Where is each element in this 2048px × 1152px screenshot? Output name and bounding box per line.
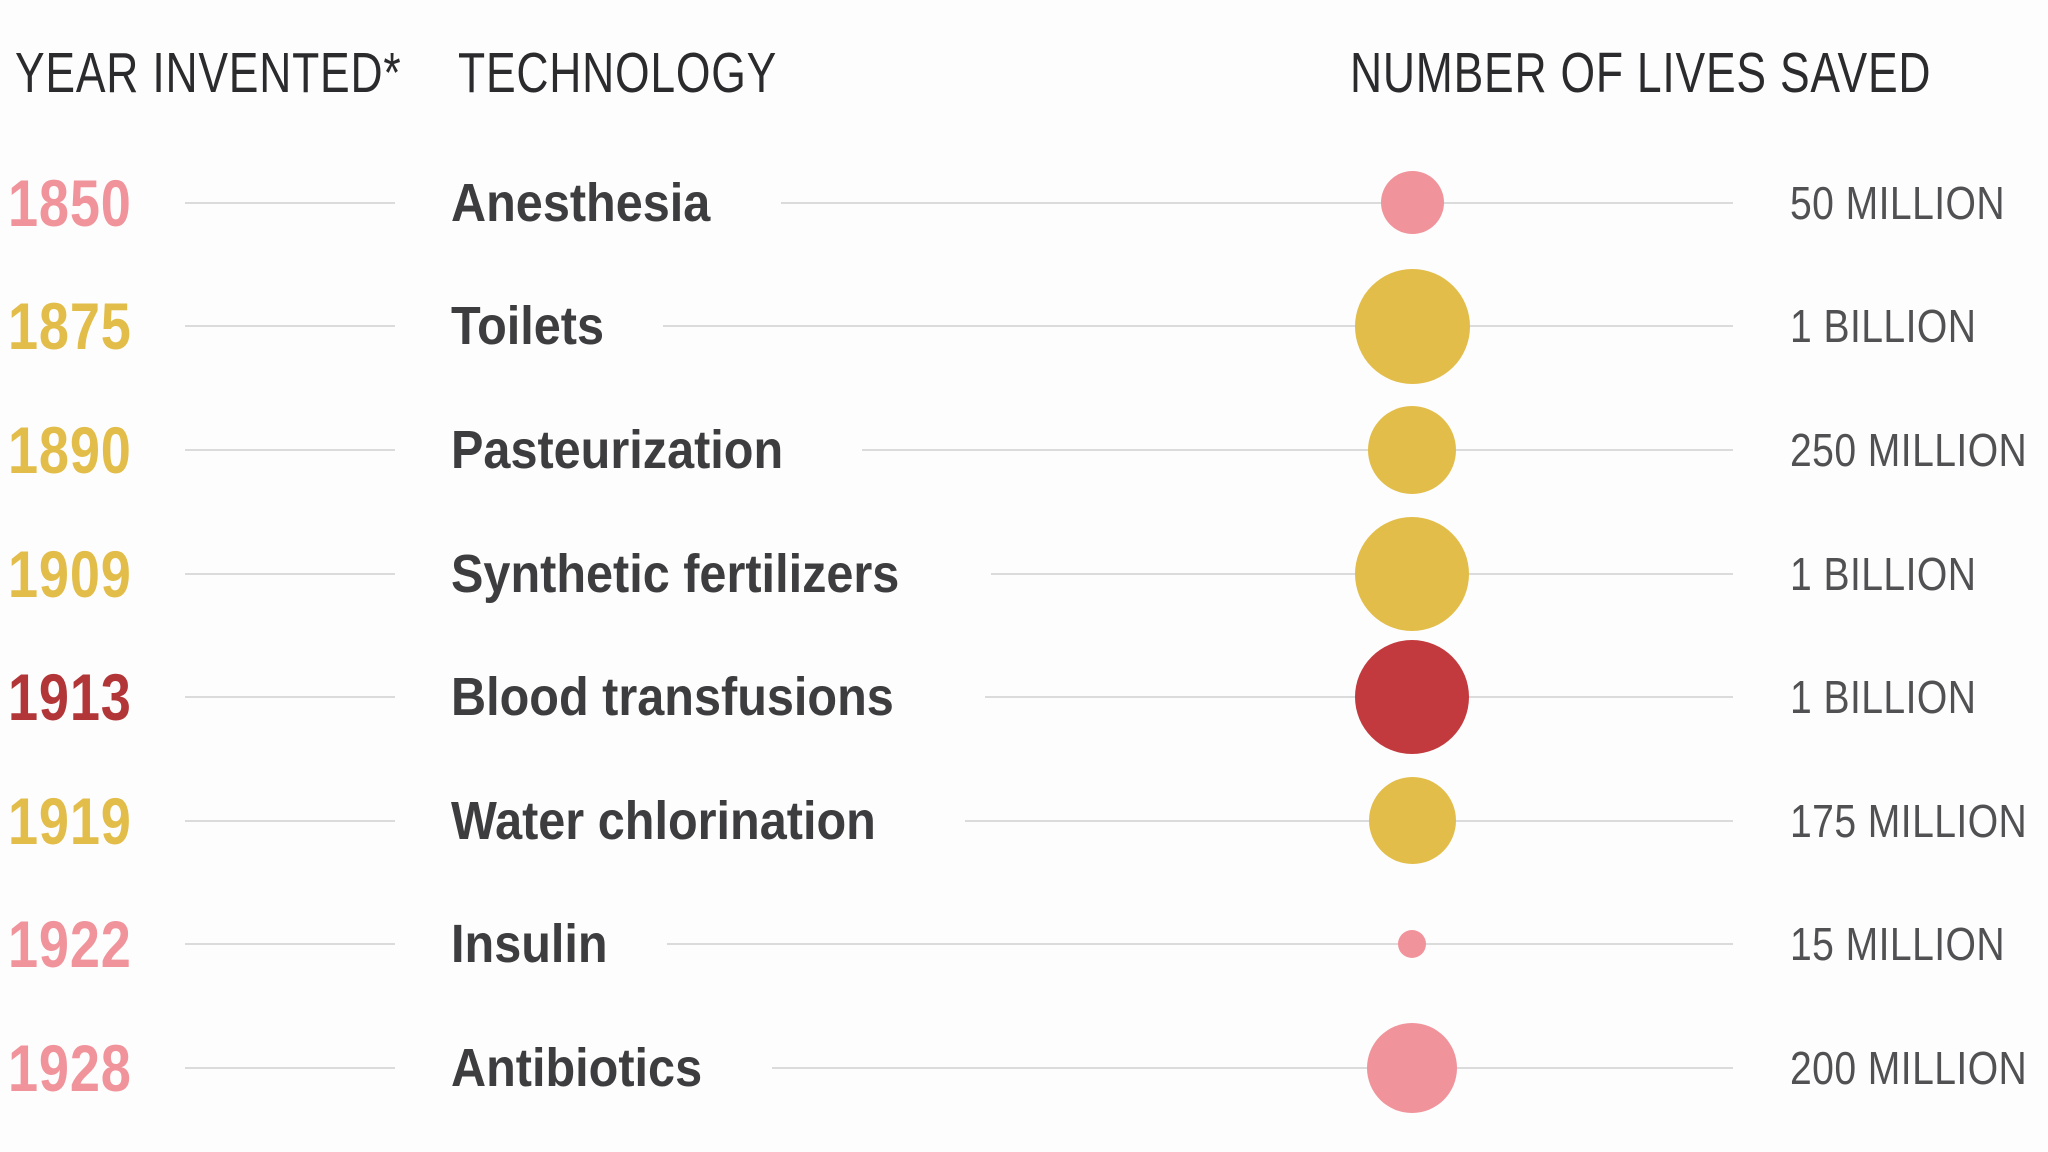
lives-saved-bubble <box>1368 405 1456 494</box>
table-row: 1875 Toilets 1 BILLION <box>0 265 2048 389</box>
table-row: 1909 Synthetic fertilizers 1 BILLION <box>0 512 2048 636</box>
lives-saved-label: 1 BILLION <box>1790 547 1977 600</box>
lives-saved-bubble <box>1367 1022 1457 1113</box>
lives-saved-label: 1 BILLION <box>1790 300 1977 353</box>
technology-label: Insulin <box>451 914 608 975</box>
lives-saved-bubble <box>1355 640 1469 755</box>
lives-saved-bubble <box>1368 777 1456 865</box>
table-row: 1922 Insulin 15 MILLION <box>0 883 2048 1007</box>
table-row: 1919 Water chlorination 175 MILLION <box>0 759 2048 883</box>
lives-saved-label: 175 MILLION <box>1790 794 2028 847</box>
connector-line-left <box>185 448 395 451</box>
connector-line-left <box>185 1066 395 1069</box>
chart-rows: 1850 Anesthesia 50 MILLION 1875 Toilets 1 BIL… <box>0 141 2048 1130</box>
technology-label: Pasteurization <box>451 419 784 480</box>
lives-saved-bubble <box>1354 268 1470 384</box>
table-row: 1890 Pasteurization 250 MILLION <box>0 388 2048 512</box>
connector-line-left <box>185 201 395 204</box>
lives-saved-label: 1 BILLION <box>1790 671 1977 724</box>
connector-line-left <box>185 325 395 328</box>
connector-line-right <box>965 819 1733 822</box>
col-header-lives-saved: NUMBER OF LIVES SAVED <box>1350 41 1932 105</box>
connector-line-right <box>862 448 1733 451</box>
connector-line-right <box>781 201 1733 204</box>
lives-saved-label: 200 MILLION <box>1790 1041 2028 1094</box>
connector-line-right <box>667 943 1733 946</box>
connector-line-left <box>185 572 395 575</box>
technology-label: Anesthesia <box>451 172 711 233</box>
lives-saved-bubble <box>1355 516 1469 631</box>
column-headers: YEAR INVENTED* TECHNOLOGY NUMBER OF LIVE… <box>0 40 2048 110</box>
connector-line-right <box>772 1066 1733 1069</box>
year-invented-label: 1850 <box>8 165 132 240</box>
lives-saved-bubble <box>1380 171 1444 235</box>
lives-saved-bubble <box>1398 930 1426 959</box>
year-invented-label: 1913 <box>8 660 132 735</box>
year-invented-label: 1928 <box>8 1030 132 1105</box>
table-row: 1913 Blood transfusions 1 BILLION <box>0 635 2048 759</box>
lives-saved-label: 250 MILLION <box>1790 423 2028 476</box>
year-invented-label: 1922 <box>8 907 132 982</box>
col-header-technology: TECHNOLOGY <box>458 41 778 105</box>
year-invented-label: 1919 <box>8 783 132 858</box>
technology-label: Antibiotics <box>451 1037 703 1098</box>
lives-saved-label: 15 MILLION <box>1790 918 2006 971</box>
connector-line-left <box>185 819 395 822</box>
connector-line-left <box>185 696 395 699</box>
table-row: 1850 Anesthesia 50 MILLION <box>0 141 2048 265</box>
technology-label: Water chlorination <box>451 790 876 851</box>
connector-line-right <box>663 325 1733 328</box>
col-header-year-invented: YEAR INVENTED* <box>15 41 402 105</box>
year-invented-label: 1909 <box>8 536 132 611</box>
technology-label: Synthetic fertilizers <box>451 543 900 604</box>
connector-line-left <box>185 943 395 946</box>
technology-label: Toilets <box>451 296 605 357</box>
year-invented-label: 1890 <box>8 412 132 487</box>
technology-label: Blood transfusions <box>451 667 894 728</box>
table-row: 1928 Antibiotics 200 MILLION <box>0 1006 2048 1130</box>
lives-saved-label: 50 MILLION <box>1790 176 2006 229</box>
year-invented-label: 1875 <box>8 289 132 364</box>
